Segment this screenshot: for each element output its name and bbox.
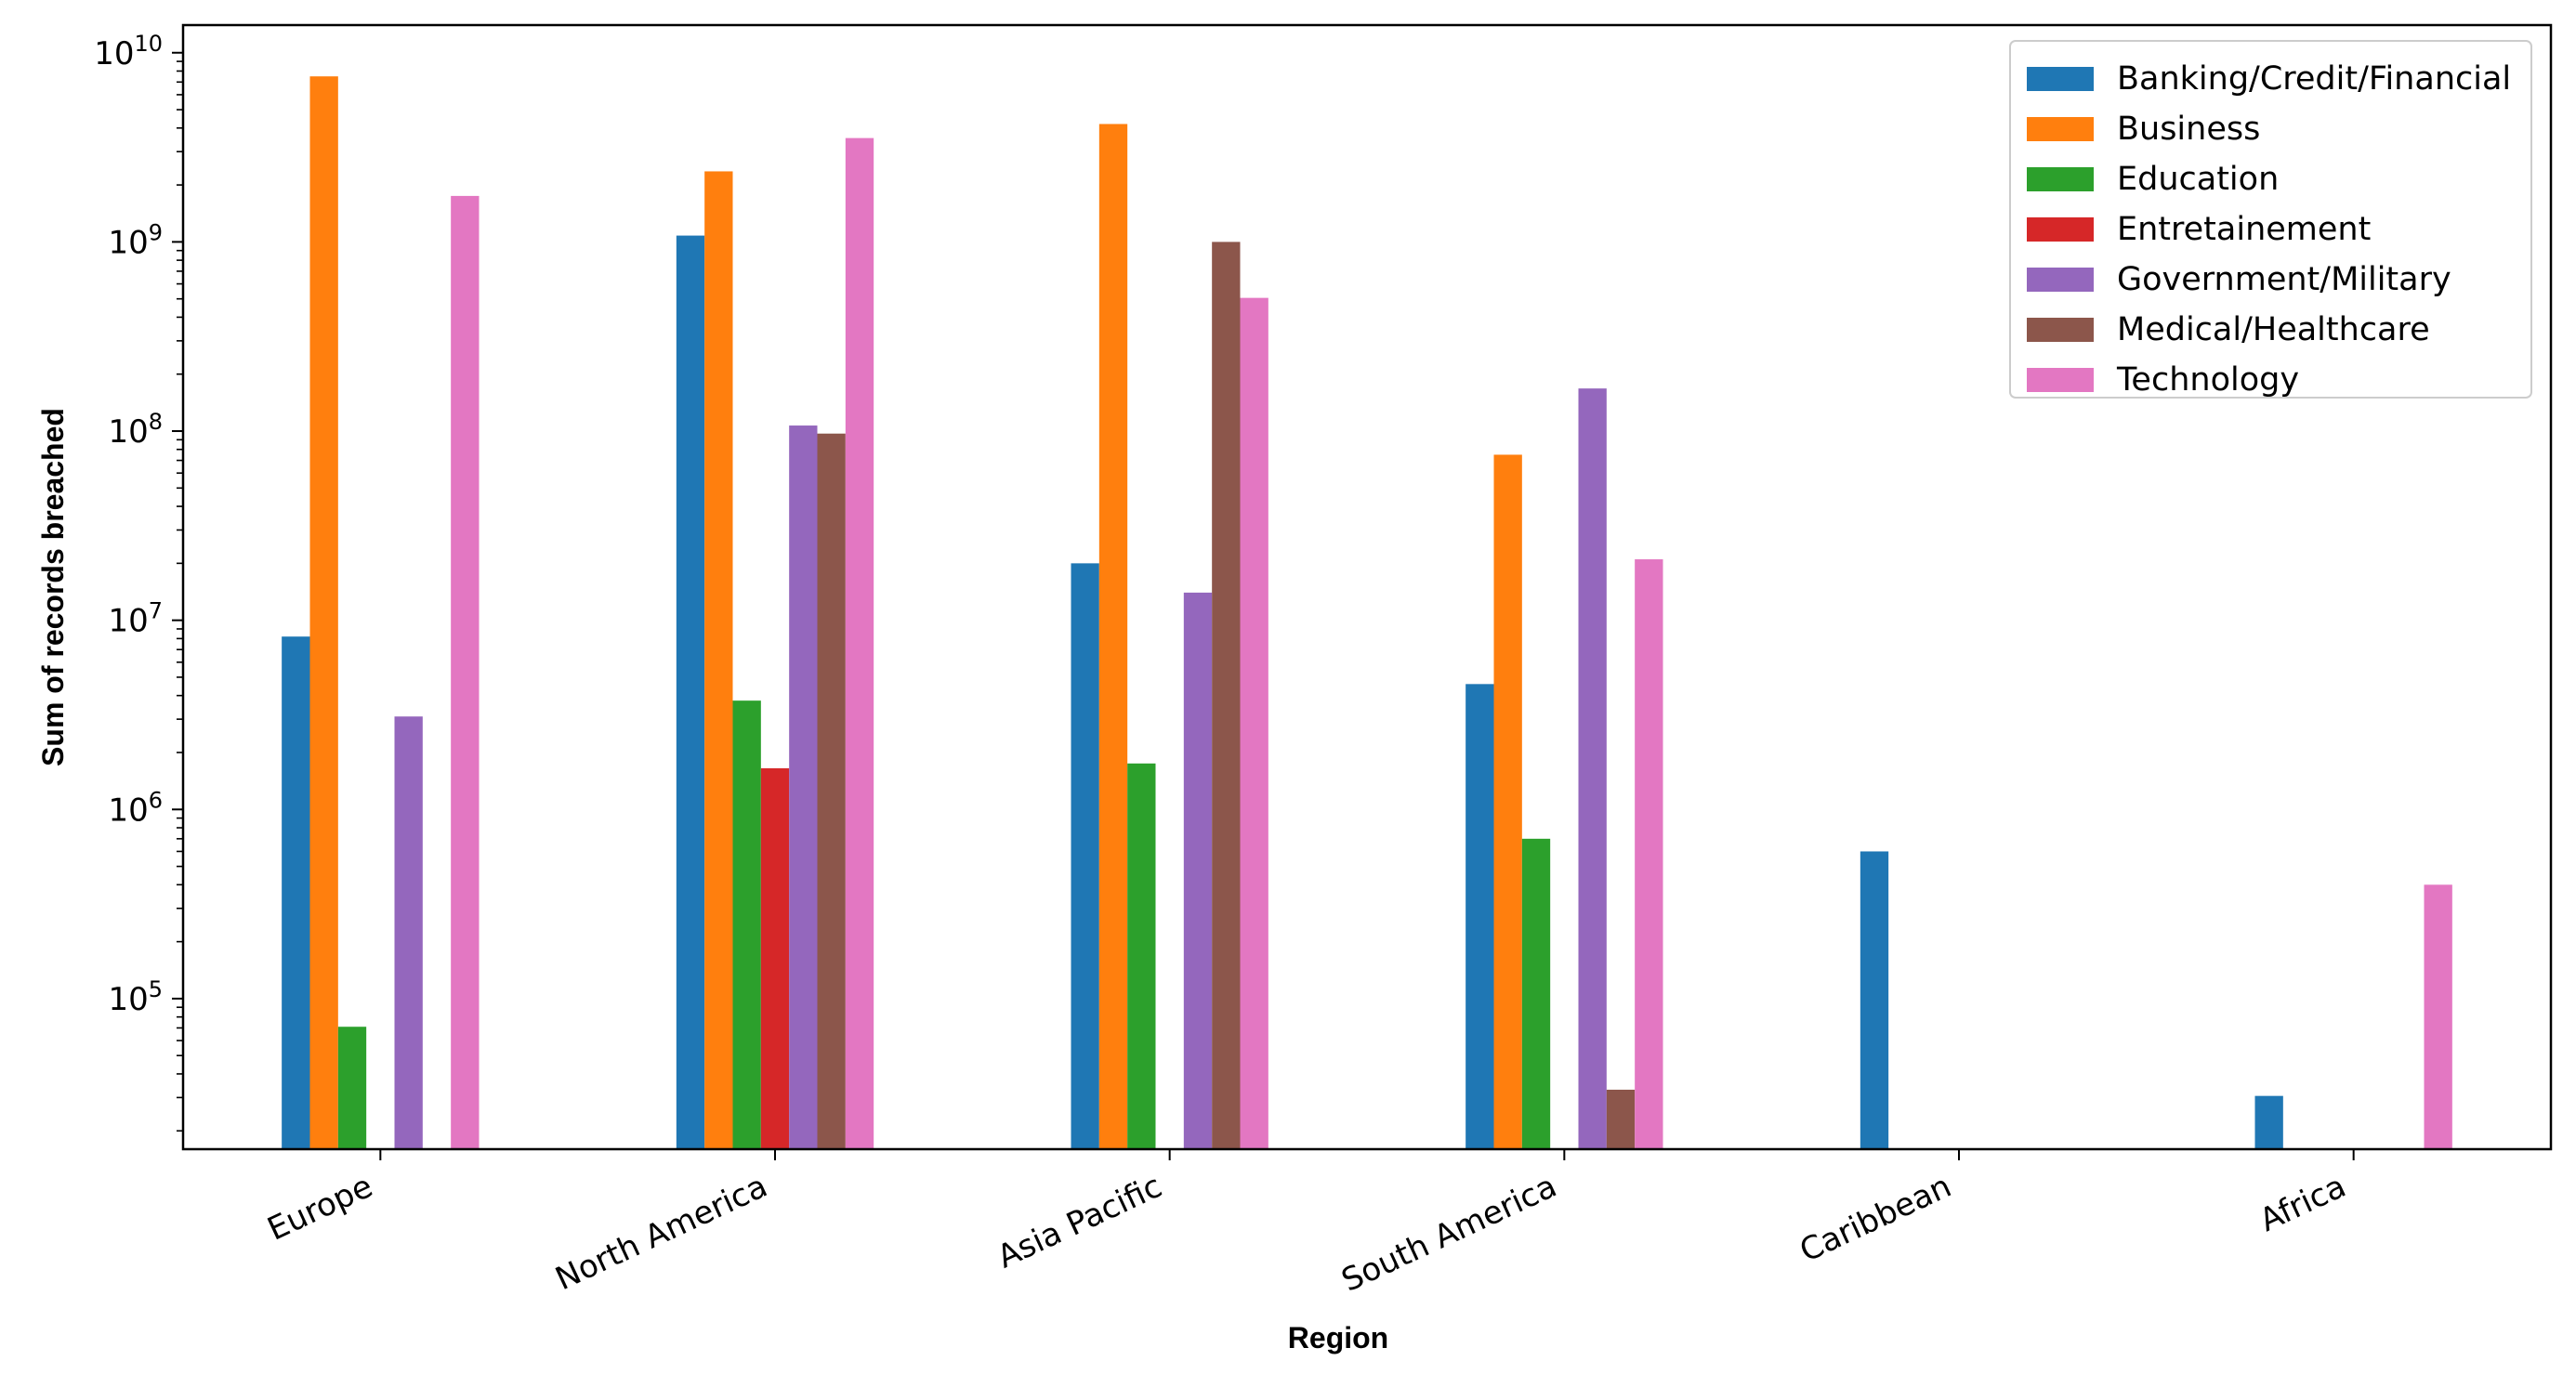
bars-layer xyxy=(282,76,2452,1150)
y-tick-label: 105 xyxy=(108,976,163,1018)
bar-europe-0 xyxy=(282,636,310,1149)
y-tick-label: 107 xyxy=(108,598,163,640)
bar-asia-pacific-6 xyxy=(1240,297,1268,1149)
x-tick-label: Asia Pacific xyxy=(992,1168,1167,1276)
legend-swatch xyxy=(2027,167,2094,191)
legend-entry-label: Business xyxy=(2117,111,2260,148)
x-tick-label: Caribbean xyxy=(1794,1168,1957,1270)
legend-box xyxy=(2009,40,2532,399)
bar-africa-6 xyxy=(2424,884,2452,1149)
legend-entry-label: Education xyxy=(2117,161,2279,198)
bar-asia-pacific-1 xyxy=(1098,124,1128,1150)
bar-north-america-3 xyxy=(760,768,790,1149)
bar-north-america-1 xyxy=(704,171,733,1149)
bar-north-america-2 xyxy=(732,700,761,1149)
x-tick-label: North America xyxy=(550,1168,773,1298)
bar-africa-0 xyxy=(2254,1095,2283,1149)
bar-asia-pacific-4 xyxy=(1183,592,1213,1149)
bar-asia-pacific-5 xyxy=(1212,242,1241,1150)
bar-north-america-5 xyxy=(817,433,846,1149)
y-tick-label: 106 xyxy=(108,787,163,829)
legend-swatch xyxy=(2027,117,2094,141)
bar-europe-1 xyxy=(309,76,338,1150)
x-axis-label: Region xyxy=(1288,1321,1388,1354)
legend-entry-label: Technology xyxy=(2116,361,2299,399)
bar-south-america-6 xyxy=(1635,559,1663,1149)
bar-south-america-5 xyxy=(1606,1089,1636,1149)
bar-caribbean-0 xyxy=(1860,851,1889,1149)
bar-south-america-0 xyxy=(1465,684,1494,1149)
legend-swatch xyxy=(2027,217,2094,242)
x-axis: Europe North America Asia Pacific South Ame… xyxy=(262,1149,2355,1300)
legend-entry-label: Government/Military xyxy=(2117,261,2451,298)
legend-entry-label: Entretainement xyxy=(2117,211,2371,248)
bar-north-america-0 xyxy=(676,235,705,1149)
bar-asia-pacific-0 xyxy=(1071,563,1099,1149)
legend-entry-label: Banking/Credit/Financial xyxy=(2117,60,2511,98)
bar-north-america-6 xyxy=(845,137,874,1149)
x-tick-label: Africa xyxy=(2254,1168,2352,1239)
bar-asia-pacific-2 xyxy=(1127,763,1156,1149)
x-tick-label: South America xyxy=(1336,1168,1562,1300)
legend-entry-label: Medical/Healthcare xyxy=(2117,311,2430,348)
legend: Banking/Credit/Financial Business Educatio… xyxy=(2009,40,2532,399)
legend-swatch xyxy=(2027,67,2094,91)
legend-swatch xyxy=(2027,318,2094,342)
bar-europe-2 xyxy=(337,1027,367,1149)
legend-swatch xyxy=(2027,268,2094,292)
bar-europe-4 xyxy=(394,716,423,1149)
bar-south-america-2 xyxy=(1521,838,1551,1149)
y-axis: 105 106 107 108 109 1010 xyxy=(94,31,183,1132)
bar-north-america-4 xyxy=(789,425,818,1149)
bar-europe-6 xyxy=(451,195,480,1149)
bar-south-america-1 xyxy=(1493,454,1522,1149)
y-tick-label: 108 xyxy=(108,409,163,451)
x-tick-label: Europe xyxy=(262,1168,378,1249)
y-axis-label: Sum of records breached xyxy=(36,408,70,766)
axes-frame xyxy=(181,23,2553,1151)
legend-swatch xyxy=(2027,368,2094,392)
y-tick-label: 1010 xyxy=(94,31,163,72)
y-tick-label: 109 xyxy=(108,219,163,261)
bar-south-america-4 xyxy=(1578,388,1607,1150)
